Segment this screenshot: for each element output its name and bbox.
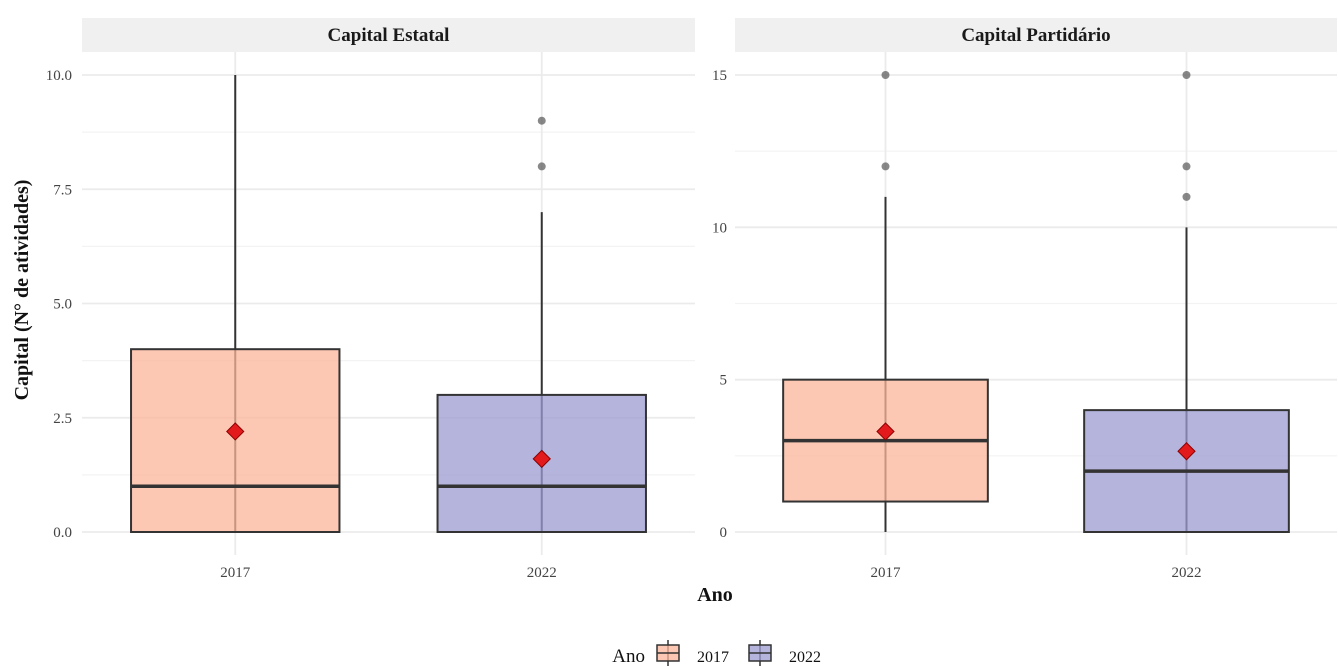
mean-marker — [532, 449, 551, 469]
facet-strip — [735, 18, 1337, 52]
x-axis-title: Ano — [697, 584, 733, 606]
outlier-point — [881, 71, 890, 79]
y-tick-label: 0.0 — [53, 525, 72, 541]
y-tick-label: 10 — [712, 220, 727, 236]
mean-marker — [876, 422, 895, 441]
y-axis-title: Capital (N° de atividades) — [11, 180, 33, 401]
legend: Ano 2017 2022 — [612, 640, 821, 666]
outlier-point — [1182, 192, 1191, 201]
x-tick-label: 2017 — [871, 565, 902, 581]
box-2022 — [1083, 71, 1290, 533]
legend-title: Ano — [612, 646, 645, 666]
x-tick-label: 2022 — [527, 565, 557, 581]
legend-items: 2017 2022 — [656, 640, 821, 666]
panel-1: Capital Partidário 0 5 10 15 2017 2022 — [712, 18, 1337, 581]
outlier-point — [881, 162, 890, 171]
legend-label: 2022 — [789, 649, 821, 666]
y-tick-label: 15 — [712, 68, 727, 84]
outlier-point — [1182, 71, 1191, 79]
legend-item-2022: 2022 — [748, 640, 821, 666]
mean-marker — [226, 422, 245, 441]
box-2017 — [130, 75, 341, 534]
outlier-point — [537, 162, 546, 171]
box-2022 — [436, 116, 647, 533]
legend-label: 2017 — [697, 649, 729, 666]
x-tick-label: 2022 — [1172, 565, 1202, 581]
facet-strip — [82, 18, 695, 52]
y-tick-label: 7.5 — [53, 182, 72, 198]
y-tick-label: 2.5 — [53, 411, 72, 427]
facet-title: Capital Estatal — [328, 25, 450, 46]
y-tick-label: 5 — [720, 373, 728, 389]
outlier-point — [537, 116, 546, 125]
facet-title: Capital Partidário — [961, 25, 1110, 46]
x-tick-label: 2017 — [220, 565, 251, 581]
outlier-point — [1182, 162, 1191, 171]
legend-item-2017: 2017 — [656, 640, 729, 666]
mean-marker — [1177, 442, 1196, 461]
box-2017 — [782, 71, 989, 532]
panel-0: Capital Estatal 0.0 2.5 5.0 7.5 10.0 2017 2022 — [46, 18, 695, 581]
y-tick-label: 10.0 — [46, 68, 72, 84]
y-tick-label: 5.0 — [53, 297, 72, 313]
y-tick-label: 0 — [720, 525, 728, 541]
